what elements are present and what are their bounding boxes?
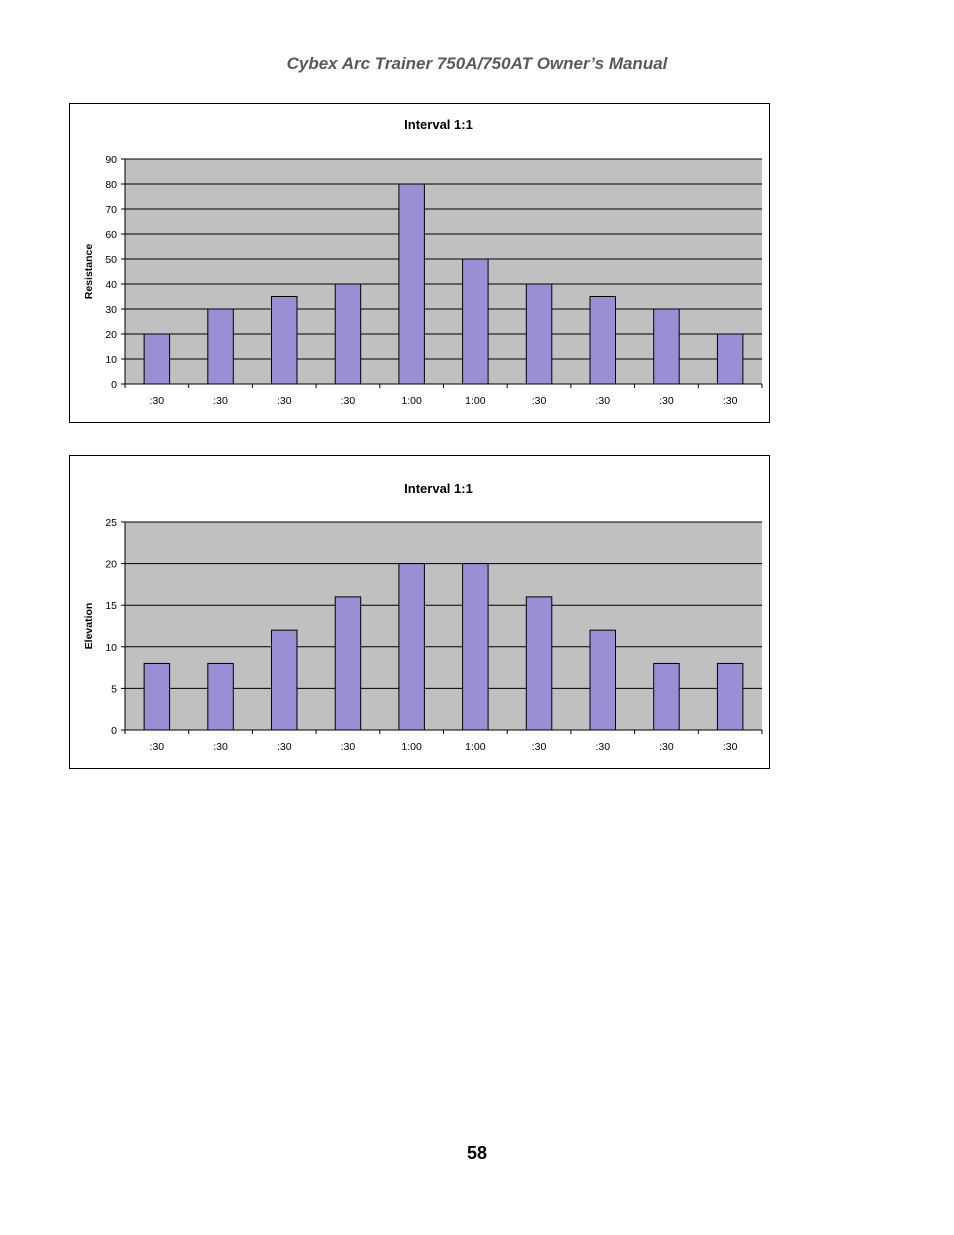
page-number: 58 <box>466 1143 488 1163</box>
y-tick-label: 25 <box>105 517 117 529</box>
bar <box>207 308 234 385</box>
y-tick-label: 10 <box>105 354 117 366</box>
x-tick-label: :30 <box>341 741 356 753</box>
x-tick-label: :30 <box>532 395 547 407</box>
bar <box>525 283 553 385</box>
y-axis-label: Elevation <box>83 603 95 650</box>
bar <box>143 662 171 731</box>
x-tick-label: :30 <box>277 395 292 407</box>
x-tick-label: :30 <box>723 741 738 753</box>
bar <box>398 563 425 731</box>
x-tick-label: :30 <box>723 395 738 407</box>
bar <box>143 333 171 385</box>
y-tick-label: 0 <box>111 725 117 737</box>
bar <box>271 296 298 385</box>
y-tick-label: 70 <box>105 204 117 216</box>
x-tick-label: 1:00 <box>401 741 422 753</box>
resistance-chart: Interval 1:1 0 10 20 30 40 50 60 70 80 90 Resistanc… <box>69 103 770 423</box>
y-tick-label: 50 <box>105 254 117 266</box>
bar <box>589 629 616 731</box>
x-tick-label: :30 <box>341 395 356 407</box>
bar <box>271 629 298 731</box>
bar <box>589 296 616 385</box>
x-tick-label: 1:00 <box>401 395 422 407</box>
y-axis-label: Resistance <box>83 244 95 300</box>
y-tick-label: 0 <box>111 379 117 391</box>
bar <box>398 183 425 385</box>
bar <box>525 596 553 731</box>
chart-title: Interval 1:1 <box>404 117 473 132</box>
bar <box>334 283 362 385</box>
page-header: Cybex Arc Trainer 750A/750AT Owner’s Man… <box>286 54 668 73</box>
x-tick-label: :30 <box>150 395 165 407</box>
x-tick-label: :30 <box>595 395 610 407</box>
y-tick-label: 10 <box>105 642 117 654</box>
y-tick-label: 40 <box>105 279 117 291</box>
bar <box>653 308 680 385</box>
y-tick-label: 20 <box>105 329 117 341</box>
bar <box>462 258 489 385</box>
bar <box>653 662 680 731</box>
y-tick-label: 30 <box>105 304 117 316</box>
resistance-chart-svg: Interval 1:1 0 10 20 30 40 50 60 70 80 90 Resistanc… <box>83 117 763 407</box>
x-tick-label: 1:00 <box>465 741 486 753</box>
bar <box>462 563 489 731</box>
bar <box>334 596 362 731</box>
x-tick-label: :30 <box>659 395 674 407</box>
bar <box>716 662 744 731</box>
y-tick-label: 80 <box>105 179 117 191</box>
y-tick-label: 5 <box>111 683 117 695</box>
bar <box>207 662 234 731</box>
x-tick-label: :30 <box>532 741 547 753</box>
x-tick-label: :30 <box>277 741 292 753</box>
bar <box>716 333 744 385</box>
y-tick-label: 60 <box>105 229 117 241</box>
x-tick-label: :30 <box>213 741 228 753</box>
x-tick-label: :30 <box>150 741 165 753</box>
x-tick-label: :30 <box>659 741 674 753</box>
y-tick-label: 90 <box>105 154 117 166</box>
elevation-chart: Interval 1:1 0 5 10 15 20 25 Elevation :30 :30 :30… <box>69 455 770 769</box>
x-tick-label: :30 <box>595 741 610 753</box>
elevation-chart-svg: Interval 1:1 0 5 10 15 20 25 Elevation :30 :30 :30… <box>83 481 763 753</box>
y-tick-label: 20 <box>105 559 117 571</box>
y-tick-label: 15 <box>105 600 117 612</box>
x-tick-label: :30 <box>213 395 228 407</box>
x-tick-label: 1:00 <box>465 395 486 407</box>
chart-title: Interval 1:1 <box>404 481 473 496</box>
